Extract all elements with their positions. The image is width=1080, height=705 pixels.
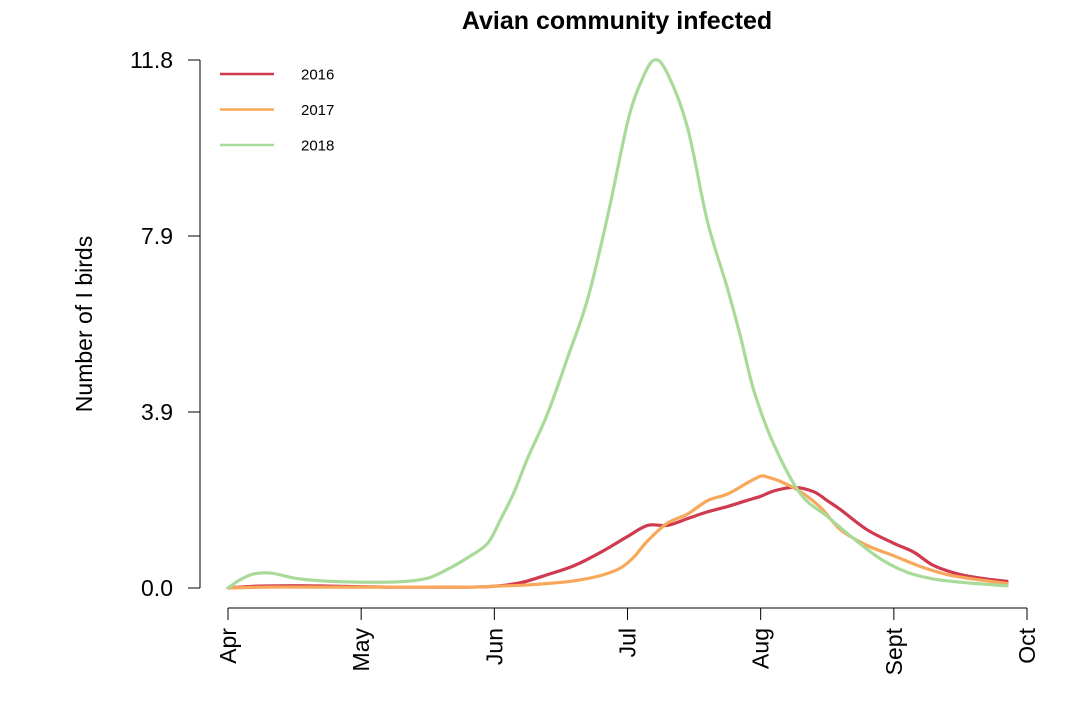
x-tick-label: Jul — [615, 628, 641, 657]
series-lines — [226, 58, 1009, 590]
legend-label-2016: 2016 — [301, 67, 334, 84]
y-tick-label: 0.0 — [141, 575, 173, 601]
y-axis-label: Number of I birds — [71, 236, 97, 412]
x-tick-label: May — [348, 628, 374, 672]
x-tick-label: Jun — [481, 628, 507, 665]
series-line-2017 — [226, 474, 1009, 590]
y-tick-label: 7.9 — [141, 223, 173, 249]
axes: 0.0 3.9 7.9 11.8 Apr May Jun Jul Aug Sept Oct — [130, 47, 1040, 675]
x-tick-label: Aug — [748, 628, 774, 669]
legend-label-2017: 2017 — [301, 102, 334, 119]
legend-label-2018: 2018 — [301, 138, 334, 155]
series-line-2018 — [226, 58, 1009, 590]
x-tick-label: Sept — [881, 627, 907, 675]
x-tick-label: Apr — [215, 628, 241, 664]
legend: 2016 2017 2018 — [220, 67, 334, 155]
x-tick-label: Oct — [1014, 627, 1040, 663]
series-line-2016 — [226, 485, 1009, 590]
y-tick-label: 3.9 — [141, 399, 173, 425]
y-tick-label: 11.8 — [130, 47, 173, 73]
chart-title: Avian community infected — [462, 7, 772, 35]
